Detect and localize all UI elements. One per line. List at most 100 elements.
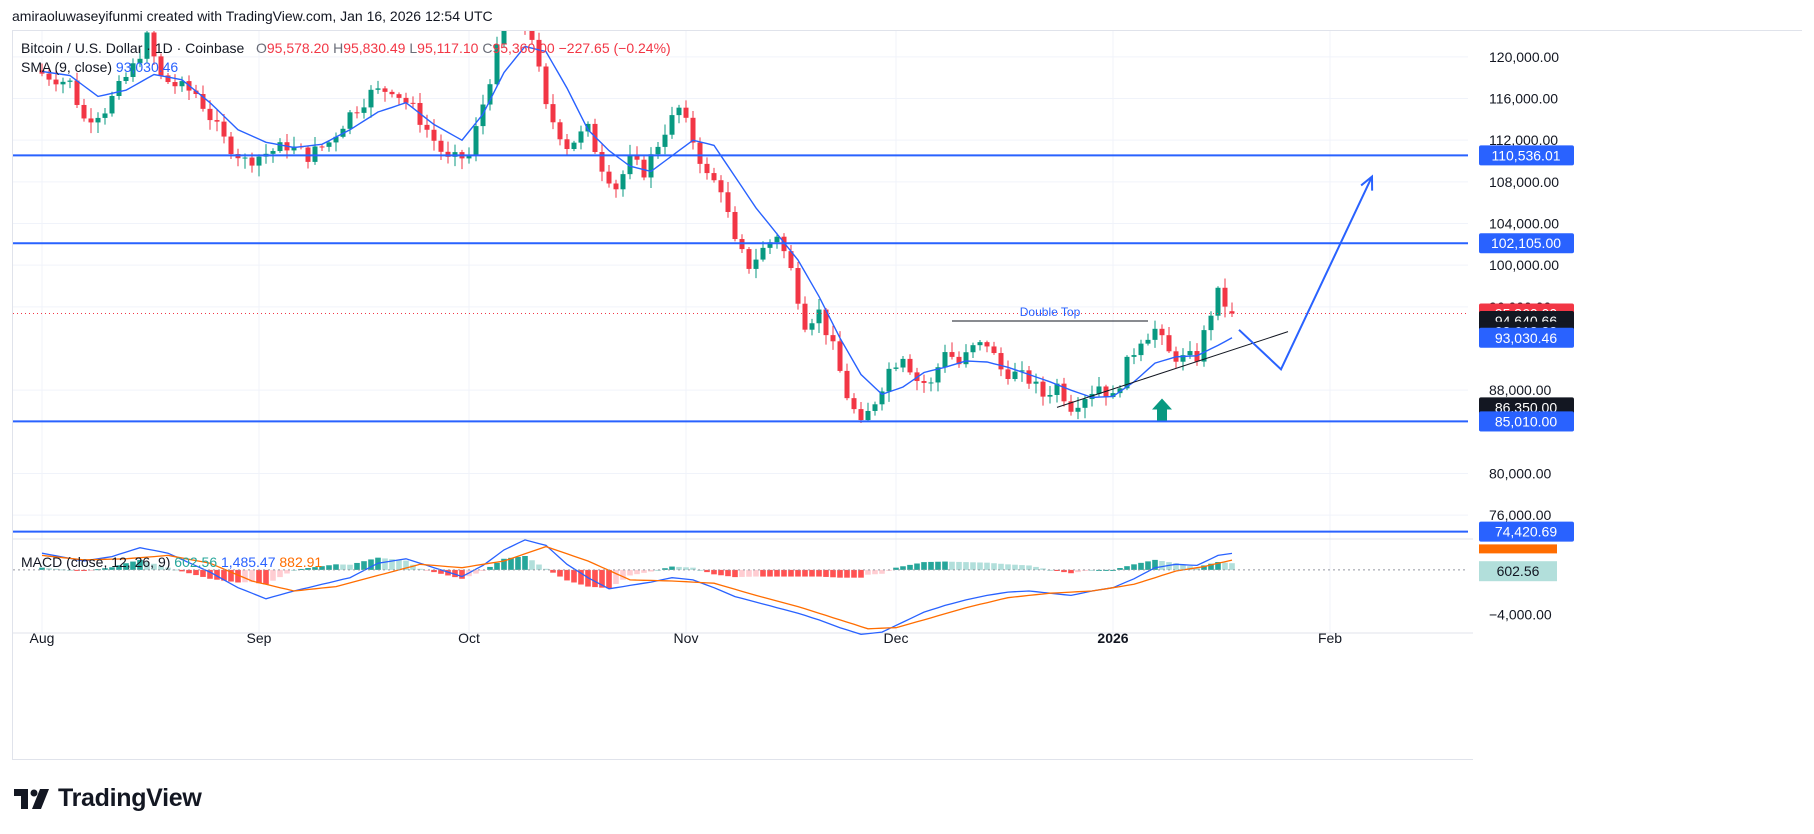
candle-body [837,341,843,371]
macd-histogram-bar [599,569,605,588]
date-axis-tick-label: 2026 [1097,630,1128,646]
date-axis-tick-label: Oct [458,630,480,646]
macd-histogram-bar [739,569,745,577]
candle-body [718,180,724,193]
symbol-legend: Bitcoin / U.S. Dollar · 1D · Coinbase O9… [21,40,671,56]
candle-body [795,268,801,304]
candle-body [1054,383,1060,395]
macd-histogram-bar [256,569,262,584]
macd-histogram-bar [634,569,640,575]
chart-frame[interactable]: Double Top 120,000.00 116,000.00 112,000.00… [12,30,1803,761]
candle-body [1005,369,1011,379]
macd-histogram-bar [641,569,647,573]
chart-canvas[interactable]: Double Top 120,000.00 116,000.00 112,000.00… [13,31,1803,761]
macd-histogram-bar [984,562,990,570]
macd-histogram-bar [1117,568,1123,570]
macd-histogram-bar [263,569,269,585]
macd-histogram-bar [347,564,353,570]
candle-body [1131,355,1137,357]
macd-histogram-bar [802,569,808,577]
candle-body [963,352,969,365]
price-axis-tick-label: 76,000.00 [1489,507,1551,523]
candle-body [627,155,633,175]
macd-histogram-bar [571,569,577,583]
macd-signal-line [41,545,1233,630]
candle-body [606,171,612,184]
macd-histogram-bar [592,569,598,588]
open-label: O [255,40,267,56]
macd-histogram-bar [508,557,514,570]
macd-histogram-bar [88,569,94,571]
macd-histogram-bar [669,566,675,570]
candle-body [746,249,752,269]
macd-histogram-bar [144,561,150,570]
candle-body [571,142,577,150]
macd-histogram-bar [830,569,836,578]
projection-arrow-line [1238,176,1373,371]
price-axis-tick-label: 112,000.00 [1489,132,1558,148]
macd-histogram-bar [823,569,829,577]
macd-histogram-bar [620,569,626,580]
tradingview-logo[interactable]: TradingView [14,784,202,813]
candle-body [1138,343,1144,356]
low-label: L [409,40,418,56]
candle-body [1145,339,1151,344]
candle-body [466,154,472,159]
close-value: 95,360.00 [492,40,555,56]
candle-body [67,80,73,82]
candle-body [907,358,913,373]
candle-body [333,136,339,143]
price-label-box [1479,327,1574,348]
candle-body [53,79,59,85]
candle-body [949,352,955,357]
candle-body [690,117,696,143]
macd-histogram-bar [81,569,87,571]
date-axis-tick-label: Sep [247,630,272,646]
candle-body [354,112,360,114]
candle-body [1033,381,1039,384]
sma-value: 93,030.46 [115,59,179,75]
macd-histogram-bar [207,569,213,579]
candle-body [669,115,675,135]
macd-histogram-bar [368,559,374,570]
candle-body [711,173,717,181]
candle-body [1208,315,1214,331]
macd-histogram-bar [1040,568,1046,570]
macd-histogram-bar [1124,566,1130,570]
macd-histogram-bar [963,562,969,570]
macd-histogram-bar [382,558,388,570]
candle-body [200,94,206,109]
macd-hist-axis-label: 602.56 [1497,563,1540,579]
low-value: 95,117.10 [417,40,479,56]
candle-body [424,124,430,130]
macd-histogram-bar [53,568,59,570]
candle-body [494,44,500,85]
candle-body [214,120,220,122]
macd-histogram-bar [648,569,654,572]
macd-histogram-bar [123,563,129,570]
candle-body [88,118,94,123]
macd-histogram-bar [39,567,45,570]
macd-histogram-bar [487,566,493,570]
macd-histogram-bar [991,563,997,570]
macd-histogram-bar [627,569,633,576]
candle-body [431,129,437,141]
candle-body [438,140,444,152]
macd-histogram-bar [235,569,241,583]
candle-body [382,88,388,92]
macd-histogram-bar [1054,569,1060,571]
macd-histogram-bar [543,568,549,570]
level-price-label: 74,420.69 [1495,524,1557,540]
candle-body [130,63,136,77]
candle-body [102,113,108,118]
candle-body [613,183,619,190]
candle-body [872,404,878,411]
macd-histogram-bar [1005,564,1011,570]
candle-body [788,251,794,269]
candle-body [60,81,66,85]
candle-body [1180,355,1186,362]
candle-body [501,31,507,45]
macd-histogram-bar [305,568,311,570]
open-value: 95,578.20 [266,40,330,56]
candle-body [312,146,318,162]
